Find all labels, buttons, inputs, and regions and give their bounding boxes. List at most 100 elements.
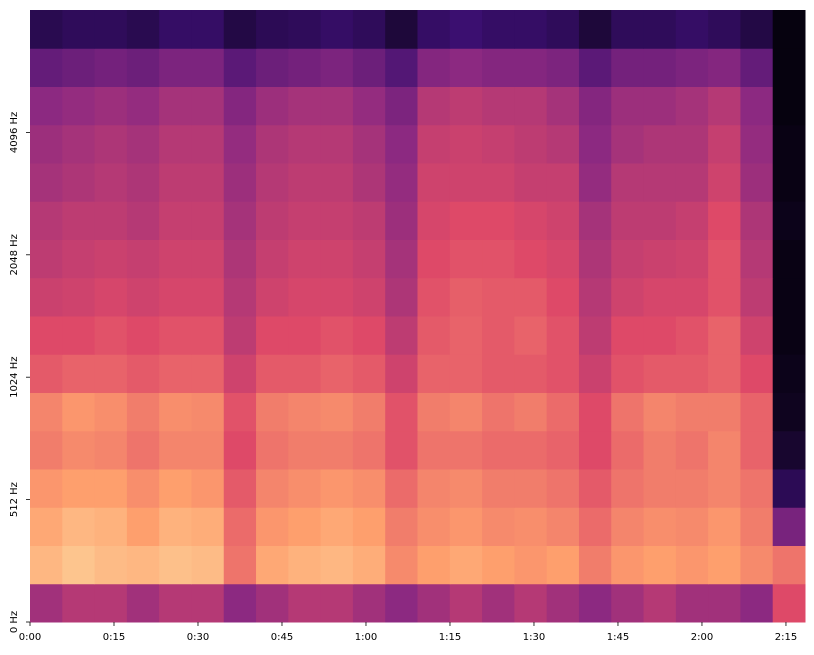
cell bbox=[352, 48, 386, 87]
cell bbox=[449, 430, 483, 470]
cell bbox=[352, 316, 386, 355]
cell bbox=[482, 124, 515, 164]
x-tick-label: 2:15 bbox=[775, 632, 797, 643]
cell bbox=[223, 545, 257, 585]
cell bbox=[611, 469, 645, 508]
cell bbox=[417, 277, 451, 317]
cell bbox=[417, 316, 451, 355]
cell bbox=[62, 354, 96, 393]
cell bbox=[30, 430, 63, 470]
x-tick-label: 0:45 bbox=[271, 632, 293, 643]
cell bbox=[223, 316, 257, 355]
cell bbox=[514, 239, 548, 279]
cell bbox=[546, 583, 580, 623]
cell bbox=[320, 469, 354, 508]
cell bbox=[94, 545, 128, 585]
cell bbox=[417, 48, 451, 87]
cell bbox=[740, 239, 774, 279]
cell bbox=[611, 277, 645, 317]
cell bbox=[288, 10, 322, 49]
cell bbox=[514, 430, 548, 470]
cell bbox=[417, 430, 451, 470]
cell bbox=[708, 124, 741, 164]
cell bbox=[449, 583, 483, 623]
cell bbox=[191, 277, 225, 317]
cell bbox=[417, 201, 451, 240]
cell bbox=[740, 124, 774, 164]
cell bbox=[708, 201, 741, 240]
cell bbox=[385, 10, 418, 49]
cell bbox=[352, 392, 386, 432]
cell bbox=[385, 201, 418, 240]
cell bbox=[191, 86, 225, 126]
cell bbox=[417, 354, 451, 393]
cell bbox=[740, 316, 774, 355]
cell bbox=[385, 545, 418, 585]
cell bbox=[772, 239, 806, 279]
cell bbox=[352, 163, 386, 202]
cell bbox=[611, 163, 645, 202]
cell bbox=[223, 86, 257, 126]
cell bbox=[320, 354, 354, 393]
cell bbox=[30, 277, 63, 317]
cell bbox=[191, 507, 225, 546]
cell bbox=[288, 583, 322, 623]
cell bbox=[675, 545, 709, 585]
cell bbox=[385, 354, 418, 393]
cell bbox=[611, 583, 645, 623]
cell bbox=[675, 10, 709, 49]
cell bbox=[611, 239, 645, 279]
cell bbox=[94, 239, 128, 279]
cell bbox=[62, 316, 96, 355]
cell bbox=[385, 392, 418, 432]
cell bbox=[417, 10, 451, 49]
cell bbox=[514, 354, 548, 393]
cell bbox=[482, 430, 515, 470]
cell bbox=[675, 239, 709, 279]
cell bbox=[740, 201, 774, 240]
cell bbox=[546, 469, 580, 508]
cell bbox=[546, 10, 580, 49]
cell bbox=[546, 86, 580, 126]
cell bbox=[30, 163, 63, 202]
cell bbox=[578, 201, 612, 240]
cell bbox=[352, 201, 386, 240]
cell bbox=[30, 316, 63, 355]
cell bbox=[320, 392, 354, 432]
cell bbox=[643, 354, 677, 393]
cell bbox=[643, 163, 677, 202]
cell bbox=[159, 507, 192, 546]
cell bbox=[126, 201, 160, 240]
cell bbox=[352, 430, 386, 470]
cell bbox=[740, 354, 774, 393]
cell bbox=[62, 507, 96, 546]
cell bbox=[708, 48, 741, 87]
cell bbox=[62, 201, 96, 240]
cell bbox=[94, 163, 128, 202]
cell bbox=[740, 10, 774, 49]
cell bbox=[675, 48, 709, 87]
cell bbox=[159, 239, 192, 279]
cell bbox=[772, 583, 806, 623]
cell bbox=[578, 86, 612, 126]
cell bbox=[62, 277, 96, 317]
heatmap bbox=[30, 10, 806, 623]
cell bbox=[159, 163, 192, 202]
cell bbox=[643, 583, 677, 623]
cell bbox=[191, 10, 225, 49]
cell bbox=[740, 583, 774, 623]
cell bbox=[223, 124, 257, 164]
cell bbox=[708, 354, 741, 393]
cell bbox=[740, 545, 774, 585]
cell bbox=[30, 239, 63, 279]
cell bbox=[30, 86, 63, 126]
cell bbox=[482, 354, 515, 393]
cell bbox=[740, 277, 774, 317]
cell bbox=[482, 10, 515, 49]
cell bbox=[611, 392, 645, 432]
x-tick-label: 0:15 bbox=[103, 632, 125, 643]
cell bbox=[578, 430, 612, 470]
cell bbox=[643, 10, 677, 49]
cell bbox=[94, 10, 128, 49]
